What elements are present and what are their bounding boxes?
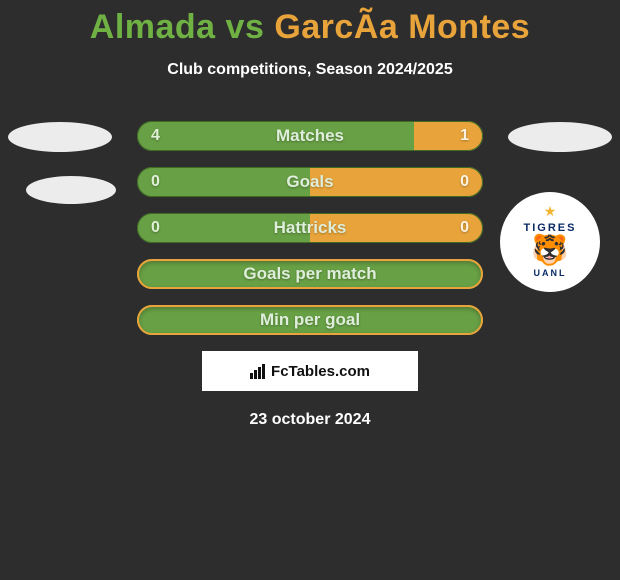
stat-row-hattricks: Hattricks0 0 bbox=[137, 213, 483, 243]
stat-label: Min per goal bbox=[137, 305, 483, 335]
comparison-title: Almada vs GarcÃ­a Montes bbox=[0, 0, 620, 47]
source-attribution: FcTables.com bbox=[202, 351, 418, 391]
stat-value-right: 0 bbox=[460, 213, 469, 243]
stat-label: Goals bbox=[137, 167, 483, 197]
stat-row-goals-per-match: Goals per match bbox=[137, 259, 483, 289]
snapshot-date: 23 october 2024 bbox=[0, 411, 620, 429]
stat-label: Goals per match bbox=[137, 259, 483, 289]
stat-row-matches: Matches4 1 bbox=[137, 121, 483, 151]
stat-label: Matches bbox=[137, 121, 483, 151]
stat-label: Hattricks bbox=[137, 213, 483, 243]
stat-value-left: 0 bbox=[151, 167, 160, 197]
barchart-icon bbox=[250, 364, 265, 379]
stats-container: Matches41Goals00Hattricks00Goals per mat… bbox=[0, 121, 620, 335]
source-text: FcTables.com bbox=[271, 363, 370, 380]
stat-value-right: 0 bbox=[460, 167, 469, 197]
stat-value-right: 1 bbox=[460, 121, 469, 151]
season-subtitle: Club competitions, Season 2024/2025 bbox=[0, 61, 620, 79]
stat-value-left: 4 bbox=[151, 121, 160, 151]
stat-row-min-per-goal: Min per goal bbox=[137, 305, 483, 335]
stat-row-goals: Goals0 0 bbox=[137, 167, 483, 197]
stat-value-left: 0 bbox=[151, 213, 160, 243]
